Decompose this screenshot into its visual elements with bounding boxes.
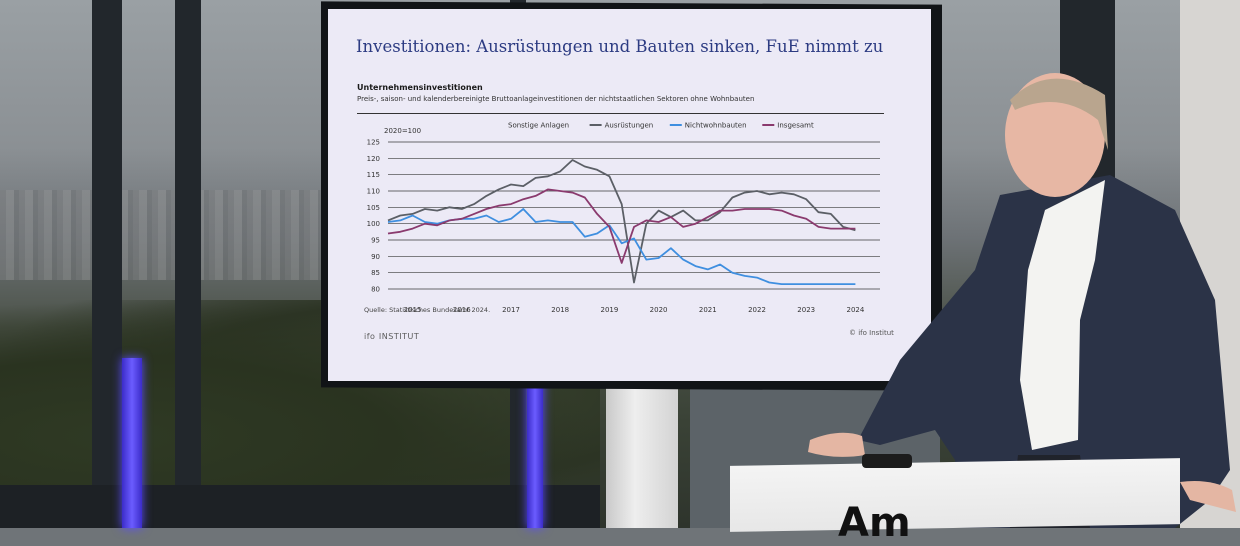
- city-skyline: [0, 190, 330, 280]
- legend-label: Ausrüstungen: [605, 122, 654, 130]
- white-pillar: [606, 380, 678, 528]
- y-tick-label: 90: [371, 253, 380, 261]
- copyright-note: © ifo Institut: [849, 329, 894, 337]
- x-tick-label: 2024: [846, 306, 864, 314]
- y-tick-label: 120: [367, 155, 380, 163]
- blue-led-light-left: [122, 358, 142, 528]
- legend-label: Nichtwohnbauten: [685, 122, 747, 130]
- ifo-logo: ifo INSTITUT: [364, 331, 419, 342]
- x-tick-label: 2018: [551, 306, 569, 314]
- x-tick-label: 2020: [650, 306, 668, 314]
- window-sill: [0, 485, 600, 528]
- podium-clicker: [862, 454, 912, 468]
- chart-title: Unternehmensinvestitionen: [357, 83, 483, 92]
- x-tick-label: 2019: [600, 306, 618, 314]
- y-tick-label: 95: [371, 237, 380, 245]
- y-tick-label: 110: [367, 188, 380, 196]
- y-tick-label: 115: [367, 171, 380, 179]
- legend-label: Sonstige Anlagen: [508, 122, 569, 130]
- presentation-slide: Investitionen: Ausrüstungen und Bauten s…: [328, 9, 931, 381]
- x-tick-label: 2015: [404, 306, 422, 314]
- x-tick-label: 2016: [453, 306, 471, 314]
- logo-sub: INSTITUT: [378, 332, 420, 341]
- y-tick-label: 100: [367, 220, 380, 228]
- series-line-nichtwohnbauten: [387, 208, 856, 286]
- y-tick-label: 80: [371, 286, 380, 294]
- title-rule: [357, 113, 884, 114]
- x-tick-label: 2021: [699, 306, 717, 314]
- series-line-ausruestungen: [387, 159, 856, 284]
- podium-text: Am: [838, 500, 911, 546]
- y-axis-label: 2020=100: [384, 127, 421, 135]
- series-line-insgesamt: [387, 188, 856, 264]
- speaker: [808, 73, 1236, 528]
- legend-label: Insgesamt: [777, 122, 814, 130]
- slide-title: Investitionen: Ausrüstungen und Bauten s…: [356, 37, 884, 56]
- logo-main: ifo: [364, 332, 376, 341]
- y-tick-label: 125: [367, 139, 380, 147]
- window-frame-left: [92, 0, 122, 528]
- y-tick-label: 85: [371, 269, 380, 277]
- window-frame-mid: [175, 0, 201, 528]
- y-tick-label: 105: [367, 204, 380, 212]
- x-tick-label: 2017: [502, 306, 520, 314]
- chart-subtitle: Preis-, saison- und kalenderbereinigte B…: [357, 95, 755, 103]
- x-tick-label: 2023: [797, 306, 815, 314]
- podium: [730, 458, 1180, 532]
- blue-led-light-right: [527, 372, 543, 528]
- source-note: Quelle: Statistisches Bundesamt 2024.: [364, 306, 491, 314]
- x-tick-label: 2022: [748, 306, 766, 314]
- line-chart: 80 85 90 95 100 105 110 115 120 125 2020=100 2015 20…: [367, 122, 880, 314]
